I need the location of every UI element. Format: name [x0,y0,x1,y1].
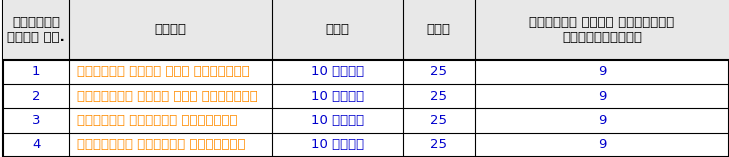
Text: विषय: विषय [155,23,187,36]
Text: अंग्रजी दक्षता परीक्षण: अंग्रजी दक्षता परीक्षण [77,138,246,151]
Text: 3: 3 [32,114,40,127]
Text: 25: 25 [430,138,448,151]
Text: 10 मिनट: 10 मिनट [311,114,364,127]
Text: 25: 25 [430,65,448,78]
Text: प्रश्न
पत्र सं.: प्रश्न पत्र सं. [7,16,65,44]
Text: 10 मिनट: 10 मिनट [311,65,364,78]
Text: 9: 9 [598,138,607,151]
Text: 2: 2 [32,90,40,103]
Text: हिन्दी टंकण गति परीक्षण: हिन्दी टंकण गति परीक्षण [77,65,250,78]
Text: अर्हता हेतु न्यूनतम
प्राप्तांक: अर्हता हेतु न्यूनतम प्राप्तांक [529,16,674,44]
Bar [4,0,729,60]
Text: अंग्रजी टंकण गति परीक्षण: अंग्रजी टंकण गति परीक्षण [77,90,258,103]
Text: 9: 9 [598,114,607,127]
Text: हिन्दी दक्षता परीक्षण: हिन्दी दक्षता परीक्षण [77,114,238,127]
Text: 4: 4 [32,138,40,151]
Text: 9: 9 [598,90,607,103]
Text: 25: 25 [430,90,448,103]
Text: अंक: अंक [426,23,451,36]
Text: 10 मिनट: 10 मिनट [311,90,364,103]
Text: 10 मिनट: 10 मिनट [311,138,364,151]
Text: समय: समय [325,23,349,36]
Text: 9: 9 [598,65,607,78]
Text: 25: 25 [430,114,448,127]
Text: 1: 1 [32,65,40,78]
